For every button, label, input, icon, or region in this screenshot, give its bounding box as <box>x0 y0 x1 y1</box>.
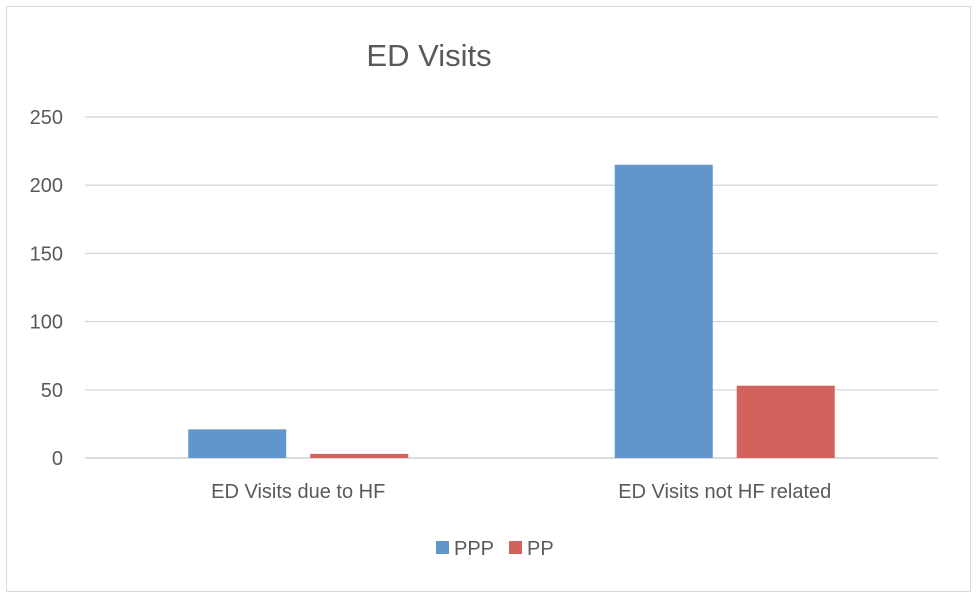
y-tick-label: 200 <box>30 175 63 197</box>
y-tick-label: 0 <box>52 448 63 470</box>
legend-swatch-ppp <box>436 541 449 554</box>
y-axis-ticks: 0 50 100 150 200 250 <box>30 107 63 470</box>
bar-pp-0 <box>310 453 409 458</box>
bar-pp-1 <box>736 385 835 458</box>
chart-frame <box>6 6 971 592</box>
legend-swatch-pp <box>509 541 522 554</box>
chart-title: ED Visits <box>366 38 491 73</box>
x-category-label: ED Visits due to HF <box>211 481 385 503</box>
y-tick-label: 100 <box>30 312 63 334</box>
legend-label-ppp: PPP <box>454 538 494 560</box>
legend-label-pp: PP <box>527 538 554 560</box>
bars <box>188 164 835 459</box>
x-category-label: ED Visits not HF related <box>618 481 831 503</box>
bar-ppp-0 <box>188 429 287 458</box>
y-tick-label: 250 <box>30 107 63 129</box>
y-tick-label: 150 <box>30 243 63 265</box>
bar-ppp-1 <box>614 164 713 459</box>
x-axis-categories: ED Visits due to HF ED Visits not HF rela… <box>211 481 831 503</box>
y-tick-label: 50 <box>41 380 63 402</box>
legend: PPP PP <box>436 538 554 560</box>
